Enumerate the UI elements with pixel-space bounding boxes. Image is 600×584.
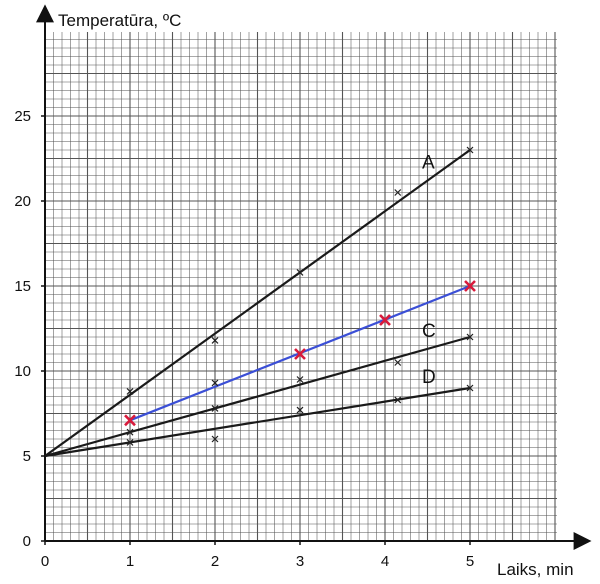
data-points: [124, 146, 476, 446]
data-point-d: [126, 438, 134, 446]
x-tick-label: 5: [466, 553, 474, 570]
axes: [36, 4, 592, 550]
data-point-c: [211, 379, 219, 387]
series-line-c: [44, 335, 471, 458]
data-point-highlight: [294, 348, 306, 360]
data-point-c: [211, 404, 219, 412]
series-label-a: A: [422, 153, 435, 174]
series-line-a: [44, 149, 471, 457]
data-point-a: [211, 336, 219, 344]
data-point-a: [296, 268, 304, 276]
data-point-c: [466, 333, 474, 341]
y-tick-label: 15: [14, 278, 31, 295]
x-tick-label: 4: [381, 553, 389, 570]
x-tick-label: 3: [296, 553, 304, 570]
series-label-c: C: [422, 321, 436, 342]
data-point-highlight: [124, 414, 136, 427]
y-tick-label: 20: [14, 193, 31, 210]
x-tick-label: 0: [41, 553, 49, 570]
data-point-highlight: [379, 314, 391, 326]
data-point-d: [296, 406, 304, 414]
data-point-c: [296, 376, 304, 383]
data-point-c: [126, 428, 134, 436]
data-point-d: [466, 384, 474, 392]
data-point-c: [394, 359, 402, 366]
x-tick-label: 2: [211, 553, 219, 570]
grid: [45, 32, 557, 541]
data-point-a: [394, 189, 402, 196]
y-tick-label: 25: [14, 108, 31, 125]
tick-labels: 0 1 2 3 4 5 0 5 10 15 20 25: [14, 108, 474, 570]
data-point-d: [211, 435, 219, 443]
data-point-d: [394, 396, 402, 404]
data-point-a: [126, 387, 134, 395]
y-tick-label: 10: [14, 363, 31, 380]
data-point-highlight: [464, 280, 476, 292]
y-tick-label: 0: [23, 533, 31, 550]
data-point-a: [466, 146, 474, 154]
y-axis-title: Temperatūra, ºC: [58, 11, 181, 30]
x-axis-title: Laiks, min: [497, 560, 574, 579]
series-labels: A C D: [422, 153, 436, 388]
series-line-d: [44, 386, 471, 458]
x-tick-label: 1: [126, 553, 134, 570]
y-tick-label: 5: [23, 448, 31, 465]
series-label-d: D: [422, 367, 436, 388]
